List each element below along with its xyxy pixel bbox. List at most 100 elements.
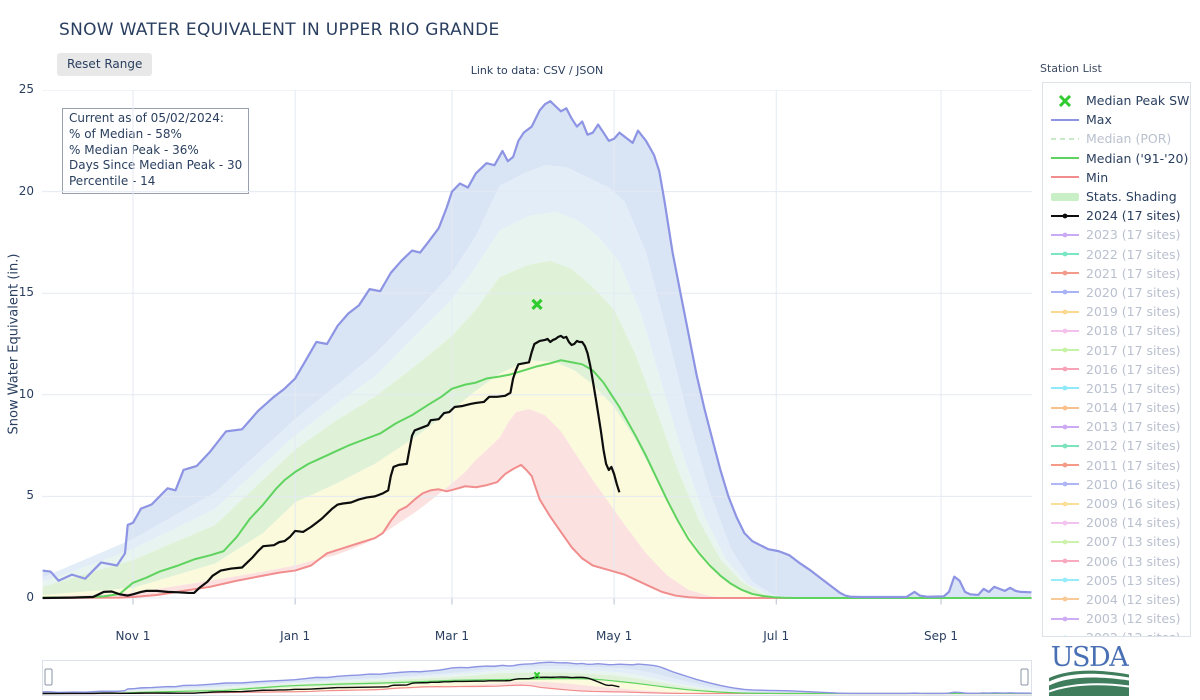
legend-swatch-icon: [1051, 176, 1079, 179]
usda-logo-field: [1049, 677, 1129, 696]
y-axis-tick-label: 15: [18, 285, 34, 300]
legend-item[interactable]: Median ('91-'20): [1043, 149, 1190, 168]
legend-item-label: 2013 (17 sites): [1086, 419, 1181, 435]
legend-swatch-icon: [1051, 251, 1079, 257]
legend-swatch-icon: [1051, 501, 1079, 506]
legend-swatch-icon: [1051, 137, 1079, 140]
legend-swatch-icon: [1051, 366, 1079, 372]
info-line-pct-median-peak: % Median Peak - 36%: [69, 142, 199, 157]
x-axis-tick-label: Jan 1: [280, 629, 311, 643]
legend-item[interactable]: 2005 (13 sites): [1043, 571, 1190, 590]
legend-panel[interactable]: Median Peak SWE Max Median (POR) Median ('9…: [1042, 82, 1191, 637]
legend-item-label: 2012 (17 sites): [1086, 438, 1181, 454]
link-to-data-prefix: Link to data:: [470, 64, 540, 77]
legend-swatch-icon: [1051, 213, 1079, 219]
usda-logo-text: USDA: [1051, 642, 1129, 673]
legend-swatch-icon: [1051, 157, 1079, 160]
legend-item[interactable]: 2012 (17 sites): [1043, 436, 1190, 455]
info-line-percentile: Percentile - 14: [69, 174, 156, 189]
x-axis-tick-label: Mar 1: [434, 629, 469, 643]
legend-swatch-icon: [1051, 232, 1079, 238]
legend-item[interactable]: Median (POR): [1043, 129, 1190, 148]
legend-item-label: 2009 (16 sites): [1086, 496, 1181, 512]
legend-item[interactable]: 2020 (17 sites): [1043, 283, 1190, 302]
legend-item-label: 2008 (14 sites): [1086, 515, 1181, 531]
legend-item[interactable]: 2021 (17 sites): [1043, 264, 1190, 283]
legend-item-label: 2002 (12 sites): [1086, 630, 1181, 636]
legend-item[interactable]: 2006 (13 sites): [1043, 552, 1190, 571]
legend-item[interactable]: 2002 (12 sites): [1043, 628, 1190, 636]
legend-item[interactable]: 2003 (12 sites): [1043, 609, 1190, 628]
navigator-band: [42, 672, 1032, 694]
legend-item[interactable]: Median Peak SWE: [1043, 91, 1190, 110]
station-list-label: Station List: [1040, 62, 1102, 75]
legend-item[interactable]: 2015 (17 sites): [1043, 379, 1190, 398]
legend-item[interactable]: Min: [1043, 168, 1190, 187]
legend-swatch-icon: [1051, 328, 1079, 334]
legend-item[interactable]: 2022 (17 sites): [1043, 245, 1190, 264]
legend-item[interactable]: 2023 (17 sites): [1043, 225, 1190, 244]
legend-swatch-icon: [1051, 616, 1079, 622]
series-line-y2024[interactable]: [42, 334, 621, 600]
x-axis-tick-label: Nov 1: [115, 629, 151, 643]
reset-range-button[interactable]: Reset Range: [57, 53, 153, 76]
legend-item[interactable]: 2008 (14 sites): [1043, 513, 1190, 532]
legend-item[interactable]: 2007 (13 sites): [1043, 532, 1190, 551]
legend-swatch-icon: [1051, 290, 1079, 295]
legend-swatch-icon: [1063, 635, 1067, 636]
legend-swatch-icon: [1051, 424, 1079, 430]
legend-item[interactable]: 2019 (17 sites): [1043, 302, 1190, 321]
median-peak-swe-marker: [531, 298, 543, 311]
legend-swatch-icon: [1051, 347, 1079, 353]
swe-main-chart[interactable]: [42, 90, 1032, 606]
legend-item-label: 2020 (17 sites): [1086, 284, 1181, 300]
x-axis-tick-labels: Nov 1 Jan 1 Mar 1 May 1 Jul 1 Sep 1: [42, 629, 1032, 647]
info-line-current-date: Current as of 05/02/2024:: [69, 111, 224, 125]
legend-swatch-icon: [1058, 94, 1072, 107]
legend-swatch-icon: [1051, 577, 1079, 583]
legend-item[interactable]: 2011 (17 sites): [1043, 456, 1190, 475]
legend-item[interactable]: 2018 (17 sites): [1043, 321, 1190, 340]
y-axis-tick-label: 0: [26, 590, 34, 604]
legend-item[interactable]: 2024 (17 sites): [1043, 206, 1190, 225]
stats-shading-band: [42, 360, 1032, 598]
legend-item[interactable]: 2009 (16 sites): [1043, 494, 1190, 513]
range-slider-navigator[interactable]: [42, 660, 1032, 696]
info-line-days-since-peak: Days Since Median Peak - 30: [69, 158, 243, 173]
series-line-min[interactable]: [42, 463, 1032, 599]
y-axis-tick-labels: 0 5 10 15 20 25: [0, 82, 36, 606]
legend-item-label: 2017 (17 sites): [1086, 342, 1181, 358]
legend-swatch-icon: [1051, 386, 1079, 391]
legend-item[interactable]: Stats. Shading: [1043, 187, 1190, 206]
json-link[interactable]: JSON: [576, 64, 604, 77]
legend-item[interactable]: 2014 (17 sites): [1043, 398, 1190, 417]
x-axis-tick-label: Sep 1: [923, 629, 959, 643]
navigator-right-handle[interactable]: [1020, 668, 1029, 686]
csv-link[interactable]: CSV: [543, 64, 566, 77]
legend-item[interactable]: 2010 (16 sites): [1043, 475, 1190, 494]
legend-item-label: Min: [1086, 169, 1109, 185]
legend-item[interactable]: Max: [1043, 110, 1190, 129]
legend-item[interactable]: 2017 (17 sites): [1043, 340, 1190, 359]
navigator-line-max: [42, 661, 1032, 695]
legend-swatch-icon: [1051, 405, 1079, 410]
legend-swatch-icon: [1051, 118, 1079, 121]
legend-item[interactable]: 2004 (12 sites): [1043, 590, 1190, 609]
stats-shading-band: [42, 260, 1032, 598]
legend-swatch-icon: [1051, 520, 1079, 526]
legend-item-label: Stats. Shading: [1086, 189, 1177, 205]
legend-item-label: Max: [1086, 112, 1112, 128]
navigator-left-handle[interactable]: [44, 668, 53, 686]
navigator-frame: [42, 660, 1032, 696]
legend-item-label: Median (POR): [1086, 131, 1172, 147]
legend-item[interactable]: 2016 (17 sites): [1043, 360, 1190, 379]
page-title: SNOW WATER EQUIVALENT IN UPPER RIO GRAND…: [59, 20, 500, 40]
series-line-median[interactable]: [42, 359, 1032, 599]
x-axis-tick-label: Jul 1: [763, 629, 790, 643]
legend-item-label: 2014 (17 sites): [1086, 400, 1181, 416]
legend-item-label: 2003 (12 sites): [1086, 611, 1181, 627]
legend-item[interactable]: 2013 (17 sites): [1043, 417, 1190, 436]
series-line-max[interactable]: [42, 100, 1032, 599]
legend-item-label: 2006 (13 sites): [1086, 553, 1181, 569]
current-stats-info-box: Current as of 05/02/2024: % of Median - …: [62, 108, 250, 195]
